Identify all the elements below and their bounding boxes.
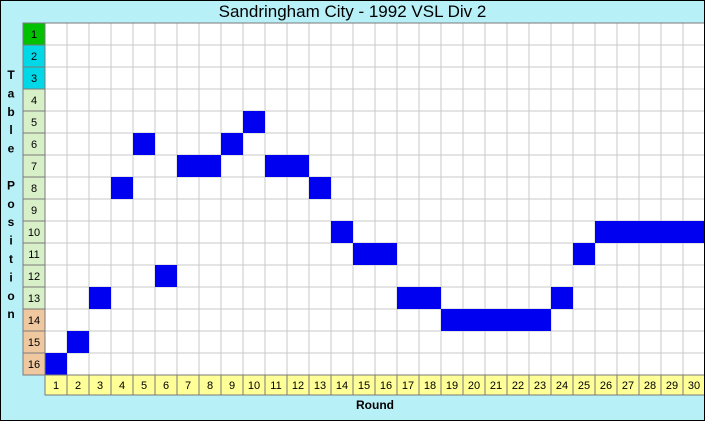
position-label: 11	[28, 249, 39, 261]
position-marker	[221, 133, 243, 155]
round-label: 27	[622, 380, 634, 392]
position-marker	[89, 287, 111, 309]
round-label: 16	[380, 380, 392, 392]
round-label: 4	[119, 380, 125, 392]
round-label: 2	[75, 380, 81, 392]
position-label: 4	[31, 95, 37, 107]
position-label: 8	[31, 183, 37, 195]
chart-title: Sandringham City - 1992 VSL Div 2	[219, 2, 487, 21]
round-label: 28	[644, 380, 656, 392]
round-label: 13	[314, 380, 326, 392]
position-marker	[441, 309, 463, 331]
x-axis-label: Round	[356, 398, 394, 412]
position-label: 14	[28, 315, 40, 327]
position-marker	[155, 265, 177, 287]
round-label: 12	[292, 380, 304, 392]
round-label: 30	[688, 380, 700, 392]
round-label: 10	[248, 380, 260, 392]
position-marker	[199, 155, 221, 177]
position-marker	[287, 155, 309, 177]
position-marker	[67, 331, 89, 353]
position-marker	[309, 177, 331, 199]
position-marker	[573, 243, 595, 265]
position-marker	[111, 177, 133, 199]
position-marker	[243, 111, 265, 133]
position-marker	[375, 243, 397, 265]
position-marker	[529, 309, 551, 331]
round-label: 26	[600, 380, 612, 392]
position-label: 7	[31, 161, 37, 173]
round-label: 11	[270, 380, 281, 392]
round-label: 7	[185, 380, 191, 392]
position-marker	[661, 221, 683, 243]
plot-border	[44, 22, 704, 376]
position-marker	[595, 221, 617, 243]
position-marker	[419, 287, 441, 309]
round-label: 18	[424, 380, 436, 392]
position-label: 5	[31, 117, 37, 129]
position-label: 9	[31, 205, 37, 217]
round-label: 20	[468, 380, 480, 392]
round-label: 6	[163, 380, 169, 392]
position-marker	[133, 133, 155, 155]
round-label: 17	[402, 380, 414, 392]
round-label: 9	[229, 380, 235, 392]
position-marker	[507, 309, 529, 331]
position-marker	[463, 309, 485, 331]
round-label: 5	[141, 380, 147, 392]
position-label: 2	[31, 51, 37, 63]
round-label: 24	[556, 380, 568, 392]
position-label: 13	[28, 293, 40, 305]
position-label: 3	[31, 73, 37, 85]
position-label: 12	[28, 271, 40, 283]
position-marker	[617, 221, 639, 243]
position-marker	[683, 221, 704, 243]
position-marker	[177, 155, 199, 177]
position-marker	[331, 221, 353, 243]
round-label: 29	[666, 380, 678, 392]
round-label: 25	[578, 380, 590, 392]
round-label: 15	[358, 380, 370, 392]
position-marker	[639, 221, 661, 243]
round-label: 3	[97, 380, 103, 392]
round-label: 22	[512, 380, 524, 392]
position-label: 1	[31, 29, 37, 41]
position-label: 15	[28, 337, 40, 349]
position-marker	[353, 243, 375, 265]
round-label: 14	[336, 380, 348, 392]
round-label: 19	[446, 380, 458, 392]
position-marker	[397, 287, 419, 309]
position-label: 6	[31, 139, 37, 151]
position-label: 16	[28, 359, 40, 371]
position-marker	[485, 309, 507, 331]
position-label: 10	[28, 227, 40, 239]
round-label: 8	[207, 380, 213, 392]
round-label: 23	[534, 380, 546, 392]
round-label: 1	[53, 380, 59, 392]
position-marker	[551, 287, 573, 309]
round-label: 21	[490, 380, 502, 392]
position-marker	[45, 353, 67, 375]
position-marker	[265, 155, 287, 177]
